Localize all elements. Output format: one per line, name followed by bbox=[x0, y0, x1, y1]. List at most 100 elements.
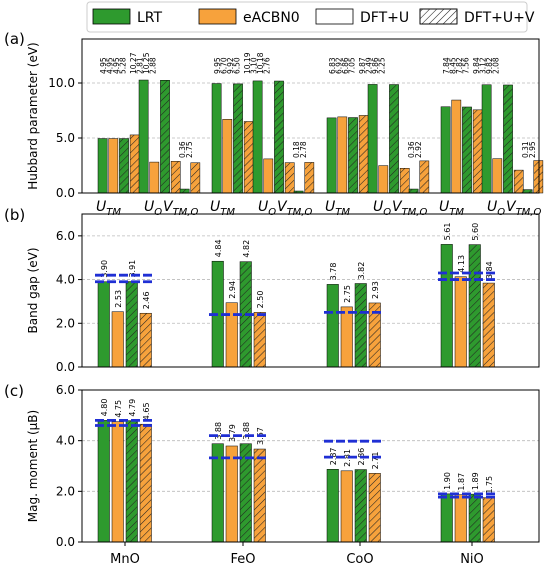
bar bbox=[97, 420, 110, 543]
bar-utm-hatch bbox=[233, 83, 243, 193]
bar-utm-hatch bbox=[119, 138, 129, 193]
bar bbox=[440, 493, 453, 543]
label-v: 2.92 bbox=[414, 141, 423, 158]
legend-frame bbox=[86, 1, 528, 33]
bar bbox=[454, 276, 467, 368]
bar-v-hatch bbox=[523, 189, 533, 193]
legend-label: eACBN0 bbox=[243, 10, 300, 26]
panel-letter: (c) bbox=[4, 382, 24, 400]
bar-utm-hatch bbox=[130, 134, 140, 193]
subscript: O bbox=[154, 207, 162, 218]
data-label: 2.53 bbox=[114, 290, 123, 308]
label-uo: 10.27 bbox=[129, 52, 138, 74]
bar-utm-hatch bbox=[473, 109, 483, 193]
data-label: 4.82 bbox=[242, 240, 251, 258]
bars bbox=[97, 420, 495, 543]
bar bbox=[440, 244, 453, 368]
label-uo: 2.49 bbox=[365, 57, 374, 74]
label-v: 0.18 bbox=[292, 141, 301, 158]
bar-hatch bbox=[483, 497, 495, 542]
data-label: 3.88 bbox=[242, 422, 251, 440]
data-label: 2.81 bbox=[343, 449, 352, 467]
bar-utm bbox=[451, 99, 462, 194]
bar-utm-hatch bbox=[244, 121, 254, 193]
subscript: TM bbox=[106, 207, 121, 218]
data-label: 2.93 bbox=[371, 281, 380, 299]
y-axis-label: Mag. moment (μB) bbox=[26, 410, 40, 522]
y-tick-label: 10.0 bbox=[48, 76, 75, 90]
group-label-utm: UTM bbox=[210, 199, 235, 218]
label-v: 0.36 bbox=[407, 141, 416, 158]
label-uo: 2.08 bbox=[492, 57, 501, 74]
subscript: TM,O bbox=[516, 207, 542, 218]
group-label-v: VTM,O bbox=[506, 199, 541, 218]
group-label-uo: UO bbox=[373, 199, 391, 218]
label-utm: 6.70 bbox=[220, 57, 229, 74]
legend-label: DFT+U bbox=[360, 10, 409, 26]
data-label: 2.94 bbox=[228, 281, 237, 299]
label-utm: 7.56 bbox=[462, 57, 471, 74]
data-label: 3.84 bbox=[485, 261, 494, 279]
label-uo: 9.87 bbox=[358, 57, 367, 74]
y-tick-label: 5.0 bbox=[56, 131, 75, 145]
bar-uo-hatch bbox=[274, 81, 284, 193]
group-label-utm: UTM bbox=[325, 199, 350, 218]
bar-hatch bbox=[126, 281, 138, 367]
label-utm: 9.92 bbox=[226, 57, 235, 74]
bar-hatch bbox=[469, 494, 481, 542]
bar-uo bbox=[367, 84, 378, 194]
subscript: TM,O bbox=[287, 207, 313, 218]
data-labels: 4.804.754.794.653.883.793.883.672.872.81… bbox=[100, 399, 494, 494]
panel-2: 0.0 2.0 4.0 6.0 (c)Mag. moment (μB) 4.80 4.75 4… bbox=[4, 382, 540, 549]
data-labels: 3.90 2.53 3.91 2.46 4.84 2.94 4.82 2.50 3.78 2.75… bbox=[100, 223, 494, 310]
data-label: 5.61 bbox=[443, 223, 452, 241]
bar-v-hatch bbox=[294, 191, 304, 193]
x-tick-label: CoO bbox=[346, 552, 373, 567]
legend-swatch-eACBN0 bbox=[198, 8, 237, 25]
legend-swatch-hatch bbox=[419, 8, 458, 25]
label-utm: 6.86 bbox=[341, 57, 350, 74]
label-v: 0.31 bbox=[521, 141, 530, 158]
label-uo: 2.25 bbox=[378, 57, 387, 74]
label-utm: 4.95 bbox=[106, 57, 115, 74]
data-label: 1.87 bbox=[457, 473, 466, 491]
bar-utm bbox=[222, 119, 233, 194]
subscript: TM,O bbox=[173, 207, 199, 218]
bar bbox=[225, 445, 238, 543]
bar-uo bbox=[149, 161, 160, 194]
bar-v-hatch bbox=[304, 162, 314, 193]
bar-utm bbox=[108, 138, 119, 194]
label-uo: 3.12 bbox=[479, 57, 488, 74]
legend-swatch-LRT bbox=[92, 8, 131, 25]
data-label: 1.90 bbox=[443, 472, 452, 490]
bar-uo-hatch bbox=[160, 80, 170, 193]
bar-hatch bbox=[254, 449, 266, 542]
bar-utm bbox=[211, 83, 222, 194]
panel-letter: (b) bbox=[4, 206, 25, 224]
label-uo: 9.84 bbox=[472, 57, 481, 74]
bar-uo bbox=[481, 84, 492, 194]
group-label-v: VTM,O bbox=[392, 199, 427, 218]
bar bbox=[326, 284, 339, 368]
bar-uo bbox=[492, 158, 503, 194]
data-label: 4.80 bbox=[100, 399, 109, 417]
label-uo: 3.10 bbox=[250, 57, 259, 74]
y-tick-label: 2.0 bbox=[56, 316, 75, 330]
group-label-utm: UTM bbox=[439, 199, 464, 218]
y-axis-label: Band gap (eV) bbox=[26, 248, 40, 334]
subscript: O bbox=[383, 207, 391, 218]
panel-0: 0.05.010.0(a)Hubbard parameter (eV) 4.954… bbox=[4, 30, 544, 218]
y-tick-label: 0.0 bbox=[56, 186, 75, 200]
data-label: 2.71 bbox=[371, 452, 380, 470]
data-label: 3.91 bbox=[128, 260, 137, 278]
data-label: 3.78 bbox=[329, 263, 338, 281]
data-label: 1.89 bbox=[471, 472, 480, 490]
label-v: 0.36 bbox=[178, 141, 187, 158]
bar-utm-hatch bbox=[462, 106, 472, 193]
label-v: 2.78 bbox=[299, 141, 308, 158]
bar-v-hatch bbox=[409, 189, 419, 193]
bar-hatch bbox=[369, 302, 381, 367]
bar-v-hatch bbox=[180, 189, 190, 193]
bar-hatch bbox=[126, 420, 138, 542]
